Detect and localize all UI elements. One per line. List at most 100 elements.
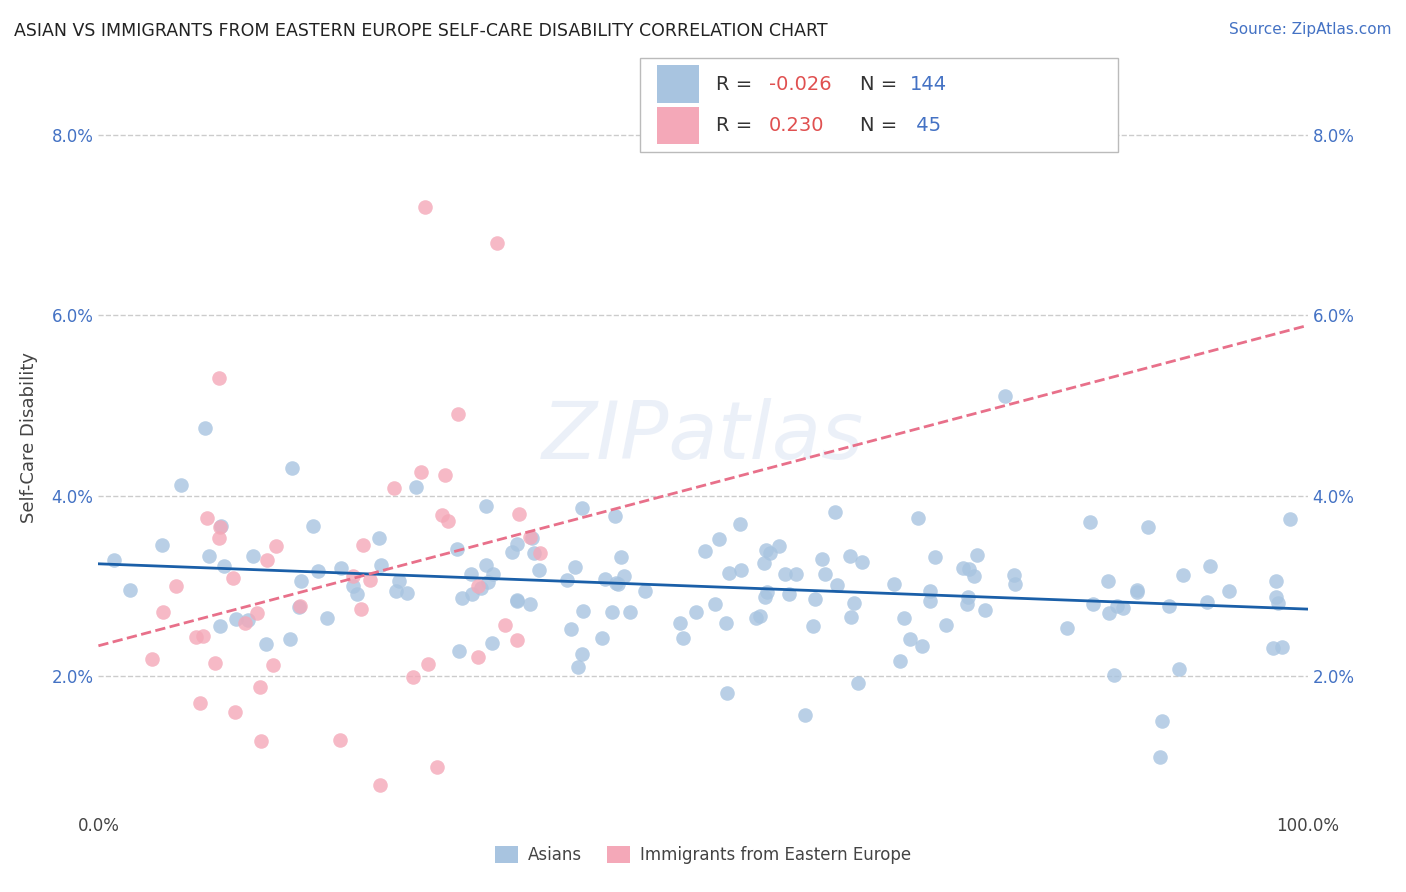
Point — [591, 631, 613, 645]
Point — [1265, 591, 1288, 605]
Point — [523, 546, 546, 560]
Point — [209, 520, 232, 534]
Point — [773, 566, 796, 581]
Point — [519, 597, 541, 611]
Point — [1149, 749, 1171, 764]
Point — [571, 647, 593, 661]
Point — [409, 465, 432, 479]
Point — [529, 546, 551, 560]
Point — [1168, 662, 1191, 676]
Point — [447, 643, 470, 657]
Point — [288, 599, 311, 614]
Point — [522, 531, 544, 545]
Point — [416, 657, 439, 672]
Point — [607, 577, 630, 591]
Point — [1081, 598, 1104, 612]
Point — [669, 616, 692, 631]
Point — [281, 460, 304, 475]
Point — [307, 564, 329, 578]
Point — [730, 563, 752, 577]
Text: N =: N = — [860, 116, 904, 135]
Point — [278, 632, 301, 647]
Point — [567, 660, 589, 674]
Point — [329, 732, 352, 747]
Point — [564, 560, 586, 574]
Point — [352, 538, 374, 552]
Point — [714, 616, 737, 631]
Point — [506, 537, 529, 551]
Point — [350, 602, 373, 616]
Point — [613, 569, 636, 583]
Point — [467, 649, 489, 664]
Point — [249, 680, 271, 694]
Point — [233, 615, 256, 630]
Point — [778, 587, 800, 601]
Text: ZIPatlas: ZIPatlas — [541, 398, 865, 476]
Point — [432, 508, 454, 522]
Point — [994, 389, 1017, 403]
Text: Source: ZipAtlas.com: Source: ZipAtlas.com — [1229, 22, 1392, 37]
Point — [1218, 584, 1240, 599]
Point — [329, 561, 352, 575]
Point — [198, 549, 221, 563]
Point — [759, 546, 782, 560]
Point — [494, 618, 516, 632]
Text: 45: 45 — [910, 116, 941, 135]
Point — [1002, 567, 1025, 582]
Point — [368, 778, 391, 792]
Point — [1136, 519, 1159, 533]
Point — [955, 597, 977, 611]
Point — [225, 611, 247, 625]
Point — [1078, 515, 1101, 529]
Point — [242, 549, 264, 563]
Point — [717, 566, 740, 580]
Point — [208, 371, 231, 385]
Point — [405, 480, 427, 494]
Point — [195, 510, 218, 524]
Point — [256, 553, 278, 567]
Point — [1271, 640, 1294, 655]
Point — [447, 407, 470, 421]
Point — [920, 583, 942, 598]
Point — [1265, 574, 1288, 588]
Point — [730, 516, 752, 531]
Point — [165, 579, 187, 593]
Point — [1159, 599, 1181, 613]
Point — [118, 583, 141, 598]
Point — [1112, 600, 1135, 615]
Text: R =: R = — [716, 75, 758, 94]
Point — [451, 591, 474, 606]
Point — [1173, 568, 1195, 582]
Point — [385, 584, 408, 599]
Point — [193, 421, 215, 435]
Point — [957, 562, 980, 576]
Point — [246, 606, 269, 620]
Point — [956, 591, 979, 605]
Text: 144: 144 — [910, 75, 946, 94]
Point — [893, 611, 915, 625]
Point — [236, 614, 259, 628]
Point — [506, 592, 529, 607]
Point — [907, 511, 929, 525]
Point — [1152, 714, 1174, 729]
Point — [529, 563, 551, 577]
Point — [963, 569, 986, 583]
Point — [755, 543, 778, 558]
Point — [475, 499, 498, 513]
Point — [290, 574, 312, 588]
Point — [785, 566, 807, 581]
Point — [1098, 606, 1121, 620]
Point — [141, 652, 163, 666]
Point — [1125, 582, 1147, 597]
Point — [212, 558, 235, 573]
Point — [851, 555, 873, 569]
Point — [555, 573, 578, 587]
Point — [1126, 584, 1149, 599]
Point — [825, 578, 848, 592]
Point — [814, 566, 837, 581]
Point — [188, 696, 211, 710]
Point — [346, 587, 368, 601]
Point — [619, 605, 641, 619]
Point — [571, 500, 593, 515]
Point — [605, 576, 627, 591]
